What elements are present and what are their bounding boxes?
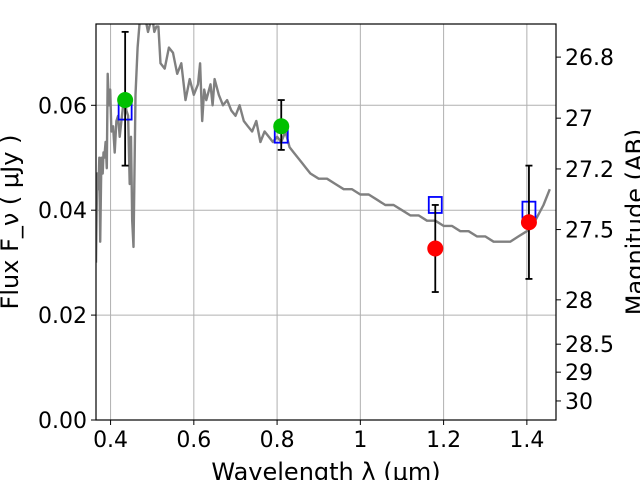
y2-tick-label: 28 — [565, 289, 593, 314]
x-tick-label: 0.4 — [93, 428, 128, 453]
x-tick-label: 0.6 — [176, 428, 211, 453]
y2-tick-label: 27.5 — [565, 219, 614, 244]
x-axis-title: Wavelength λ (μm) — [211, 458, 440, 480]
y2-tick-label: 27 — [565, 107, 593, 132]
y-tick-label: 0.00 — [38, 409, 87, 434]
y2-tick-label: 26.8 — [565, 46, 614, 71]
grid-lines — [96, 24, 556, 421]
photometry-point — [427, 240, 444, 257]
x-tick-label: 0.8 — [260, 428, 295, 453]
spectrum-line — [96, 24, 551, 263]
axis-ticks: 0.4 0.6 0.8 1 1.2 1.4 0.00 0.02 0.04 0.06 26.8 27 27… — [38, 46, 614, 453]
y-tick-label: 0.06 — [38, 94, 87, 119]
x-tick-label: 1.2 — [426, 428, 461, 453]
y-tick-label: 0.02 — [38, 304, 87, 329]
x-tick-label: 1 — [353, 428, 367, 453]
photometry-point — [117, 92, 134, 109]
y-tick-label: 0.04 — [38, 199, 87, 224]
y-axis-title: Flux F_ν ( μJy ) — [0, 135, 24, 310]
photometry-point — [520, 214, 537, 231]
plot-frame — [95, 23, 557, 421]
y2-axis-title: Magnitude (AB) — [621, 129, 640, 315]
y2-tick-label: 29 — [565, 361, 593, 386]
y2-tick-label: 30 — [565, 390, 593, 415]
plot-area — [96, 24, 551, 293]
photometry-point — [273, 118, 290, 135]
y2-tick-label: 27.2 — [565, 158, 614, 183]
y2-tick-label: 28.5 — [565, 333, 614, 358]
x-tick-label: 1.4 — [509, 428, 544, 453]
